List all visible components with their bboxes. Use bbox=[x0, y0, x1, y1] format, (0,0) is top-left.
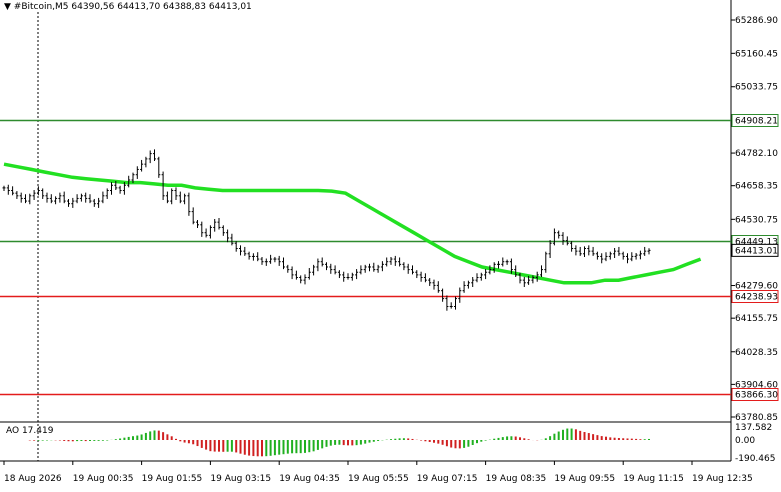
level-price-label: 64238.93 bbox=[735, 293, 778, 303]
y-tick-label: 64279.60 bbox=[735, 282, 778, 292]
ao-label: AO 17.419 bbox=[6, 426, 54, 436]
x-tick-label: 19 Aug 09:55 bbox=[554, 474, 615, 484]
ao-axis-label: 0.00 bbox=[735, 436, 755, 446]
symbol-label[interactable]: ▼ #Bitcoin,M5 bbox=[4, 2, 69, 12]
level-price-box bbox=[731, 114, 779, 127]
ohlc-readout: 64390,56 64413,70 64388,83 64413,01 bbox=[71, 2, 252, 12]
ao-axis-label: -190.465 bbox=[735, 454, 775, 464]
y-tick-label: 64782.10 bbox=[735, 149, 778, 159]
current-price-label: 64413.01 bbox=[735, 246, 778, 256]
x-tick-label: 19 Aug 01:55 bbox=[142, 474, 203, 484]
x-tick-label: 19 Aug 03:15 bbox=[210, 474, 271, 484]
ao-axis-label: 137.582 bbox=[735, 423, 772, 433]
x-tick-label: 19 Aug 08:35 bbox=[486, 474, 547, 484]
x-tick-label: 19 Aug 11:15 bbox=[623, 474, 684, 484]
level-price-label: 63866.30 bbox=[735, 391, 778, 401]
y-tick-label: 65286.90 bbox=[735, 16, 778, 26]
x-tick-label: 18 Aug 2026 bbox=[4, 474, 62, 484]
level-price-box bbox=[731, 388, 779, 401]
x-tick-label: 19 Aug 00:35 bbox=[73, 474, 134, 484]
y-tick-label: 64530.75 bbox=[735, 215, 778, 225]
current-price-box bbox=[731, 243, 779, 257]
moving-average-line bbox=[3, 162, 702, 285]
level-price-label: 64449.13 bbox=[735, 238, 778, 248]
y-tick-label: 64155.75 bbox=[735, 314, 778, 324]
y-tick-label: 63780.85 bbox=[735, 413, 778, 423]
y-tick-label: 64028.35 bbox=[735, 348, 778, 358]
level-price-label: 64908.21 bbox=[735, 117, 778, 127]
y-tick-label: 65160.45 bbox=[735, 49, 778, 59]
y-tick-label: 64658.35 bbox=[735, 182, 778, 192]
chart-header: ▼ #Bitcoin,M5 64390,56 64413,70 64388,83… bbox=[4, 2, 252, 12]
x-tick-label: 19 Aug 04:35 bbox=[279, 474, 340, 484]
x-tick-label: 19 Aug 05:55 bbox=[348, 474, 409, 484]
x-tick-label: 19 Aug 07:15 bbox=[417, 474, 478, 484]
y-tick-label: 63904.60 bbox=[735, 380, 778, 390]
x-tick-label: 19 Aug 12:35 bbox=[692, 474, 753, 484]
y-tick-label: 65033.75 bbox=[735, 83, 778, 93]
level-price-box bbox=[731, 290, 779, 303]
